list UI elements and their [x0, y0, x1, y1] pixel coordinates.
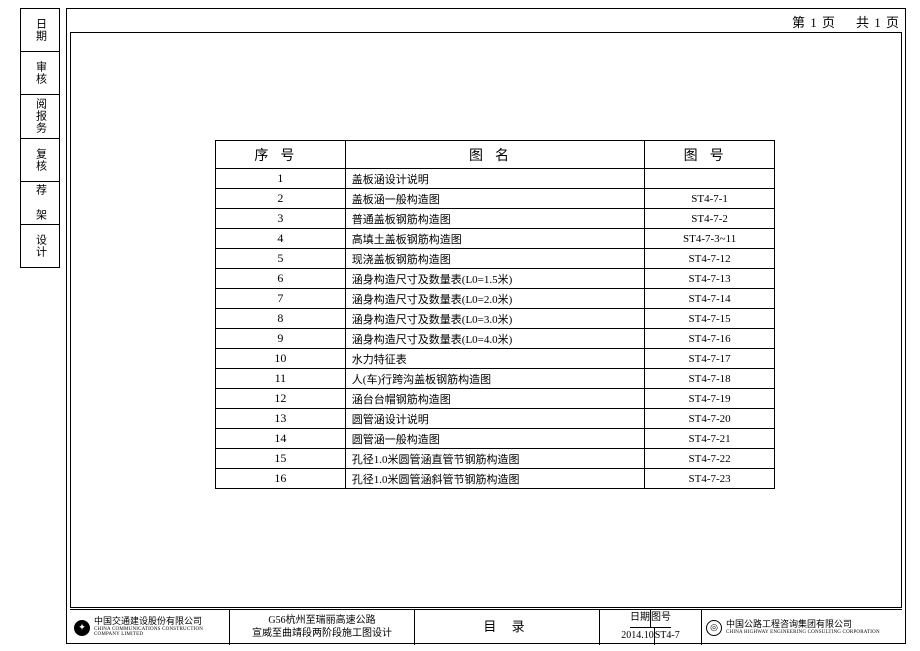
side-label: 审核 [21, 52, 59, 95]
cell-name: 圆管涵设计说明 [345, 409, 644, 429]
cell-name: 普通盖板钢筋构造图 [345, 209, 644, 229]
table-row: 12涵台台帽钢筋构造图ST4-7-19 [216, 389, 775, 409]
cell-no: ST4-7-22 [645, 449, 775, 469]
sheet-title: 目 录 [415, 610, 600, 645]
cell-seq: 4 [216, 229, 346, 249]
org-right-logo-icon: ◎ [706, 620, 722, 636]
revision-strip: 日期 审核 阅报务 复核 荐 架 设计 [20, 8, 60, 268]
drawing-no-header: 图号 [651, 610, 671, 628]
org-left-name: 中国交通建设股份有限公司 [94, 617, 225, 627]
catalog-table: 序号 图名 图号 1盖板涵设计说明2盖板涵一般构造图ST4-7-13普通盖板钢筋… [215, 140, 775, 489]
cell-no [645, 169, 775, 189]
org-right: ◎ 中国公路工程咨询集团有限公司 CHINA HIGHWAY ENGINEERI… [702, 610, 902, 645]
cell-name: 孔径1.0米圆管涵斜管节钢筋构造图 [345, 469, 644, 489]
cell-seq: 8 [216, 309, 346, 329]
cell-no: ST4-7-16 [645, 329, 775, 349]
table-row: 15孔径1.0米圆管涵直管节钢筋构造图ST4-7-22 [216, 449, 775, 469]
cell-no: ST4-7-3~11 [645, 229, 775, 249]
side-label: 荐 架 [21, 182, 59, 225]
cell-seq: 12 [216, 389, 346, 409]
cell-no: ST4-7-20 [645, 409, 775, 429]
project-name: G56杭州至瑞丽高速公路 宣威至曲靖段两阶段施工图设计 [230, 610, 415, 645]
date-drawing-box: 日期 图号 2014.10 ST4-7 [600, 610, 702, 645]
org-right-name: 中国公路工程咨询集团有限公司 [726, 620, 880, 630]
table-row: 5现浇盖板钢筋构造图ST4-7-12 [216, 249, 775, 269]
table-row: 2盖板涵一般构造图ST4-7-1 [216, 189, 775, 209]
table-row: 4高填土盖板钢筋构造图ST4-7-3~11 [216, 229, 775, 249]
table-row: 16孔径1.0米圆管涵斜管节钢筋构造图ST4-7-23 [216, 469, 775, 489]
cell-seq: 1 [216, 169, 346, 189]
table-row: 11人(车)行跨沟盖板钢筋构造图ST4-7-18 [216, 369, 775, 389]
table-header-row: 序号 图名 图号 [216, 141, 775, 169]
table-row: 10水力特征表ST4-7-17 [216, 349, 775, 369]
org-left: ✦ 中国交通建设股份有限公司 CHINA COMMUNICATIONS CONS… [70, 610, 230, 645]
cell-seq: 6 [216, 269, 346, 289]
table-row: 13圆管涵设计说明ST4-7-20 [216, 409, 775, 429]
col-header-name: 图名 [345, 141, 644, 169]
cell-no: ST4-7-19 [645, 389, 775, 409]
cell-seq: 16 [216, 469, 346, 489]
col-header-seq: 序号 [216, 141, 346, 169]
cell-name: 水力特征表 [345, 349, 644, 369]
table-row: 6涵身构造尺寸及数量表(L0=1.5米)ST4-7-13 [216, 269, 775, 289]
cell-no: ST4-7-17 [645, 349, 775, 369]
table-row: 9涵身构造尺寸及数量表(L0=4.0米)ST4-7-16 [216, 329, 775, 349]
cell-name: 人(车)行跨沟盖板钢筋构造图 [345, 369, 644, 389]
table-row: 7涵身构造尺寸及数量表(L0=2.0米)ST4-7-14 [216, 289, 775, 309]
page-current: 第 1 页 [792, 12, 836, 31]
cell-name: 圆管涵一般构造图 [345, 429, 644, 449]
cell-seq: 10 [216, 349, 346, 369]
cell-seq: 9 [216, 329, 346, 349]
project-line1: G56杭州至瑞丽高速公路 [268, 615, 375, 628]
table-row: 8涵身构造尺寸及数量表(L0=3.0米)ST4-7-15 [216, 309, 775, 329]
cell-no: ST4-7-2 [645, 209, 775, 229]
cell-no: ST4-7-12 [645, 249, 775, 269]
cell-seq: 5 [216, 249, 346, 269]
table-row: 3普通盖板钢筋构造图ST4-7-2 [216, 209, 775, 229]
date-value: 2014.10 [621, 628, 655, 646]
title-block: ✦ 中国交通建设股份有限公司 CHINA COMMUNICATIONS CONS… [70, 609, 902, 645]
page-number: 第 1 页 共 1 页 [792, 12, 900, 31]
side-label: 设计 [21, 225, 59, 267]
cell-name: 涵身构造尺寸及数量表(L0=3.0米) [345, 309, 644, 329]
cell-name: 盖板涵设计说明 [345, 169, 644, 189]
date-header: 日期 [630, 610, 651, 628]
cell-seq: 13 [216, 409, 346, 429]
cell-name: 现浇盖板钢筋构造图 [345, 249, 644, 269]
cell-seq: 2 [216, 189, 346, 209]
cell-no: ST4-7-23 [645, 469, 775, 489]
org-right-name-en: CHINA HIGHWAY ENGINEERING CONSULTING COR… [726, 630, 880, 636]
cell-name: 涵身构造尺寸及数量表(L0=4.0米) [345, 329, 644, 349]
table-row: 1盖板涵设计说明 [216, 169, 775, 189]
cell-name: 孔径1.0米圆管涵直管节钢筋构造图 [345, 449, 644, 469]
cell-name: 涵身构造尺寸及数量表(L0=2.0米) [345, 289, 644, 309]
cell-name: 涵台台帽钢筋构造图 [345, 389, 644, 409]
org-left-name-en: CHINA COMMUNICATIONS CONSTRUCTION COMPAN… [94, 627, 225, 638]
cell-seq: 7 [216, 289, 346, 309]
side-label: 日期 [21, 9, 59, 52]
cell-seq: 14 [216, 429, 346, 449]
side-label: 阅报务 [21, 95, 59, 138]
cell-name: 高填土盖板钢筋构造图 [345, 229, 644, 249]
page-total: 共 1 页 [856, 12, 900, 31]
drawing-no-value: ST4-7 [655, 628, 680, 646]
table-row: 14圆管涵一般构造图ST4-7-21 [216, 429, 775, 449]
org-left-logo-icon: ✦ [74, 620, 90, 636]
cell-seq: 11 [216, 369, 346, 389]
side-label: 复核 [21, 139, 59, 182]
cell-no: ST4-7-1 [645, 189, 775, 209]
cell-no: ST4-7-13 [645, 269, 775, 289]
cell-no: ST4-7-18 [645, 369, 775, 389]
cell-name: 涵身构造尺寸及数量表(L0=1.5米) [345, 269, 644, 289]
cell-no: ST4-7-14 [645, 289, 775, 309]
project-line2: 宣威至曲靖段两阶段施工图设计 [252, 628, 392, 641]
col-header-no: 图号 [645, 141, 775, 169]
cell-name: 盖板涵一般构造图 [345, 189, 644, 209]
cell-seq: 3 [216, 209, 346, 229]
cell-no: ST4-7-21 [645, 429, 775, 449]
cell-seq: 15 [216, 449, 346, 469]
cell-no: ST4-7-15 [645, 309, 775, 329]
